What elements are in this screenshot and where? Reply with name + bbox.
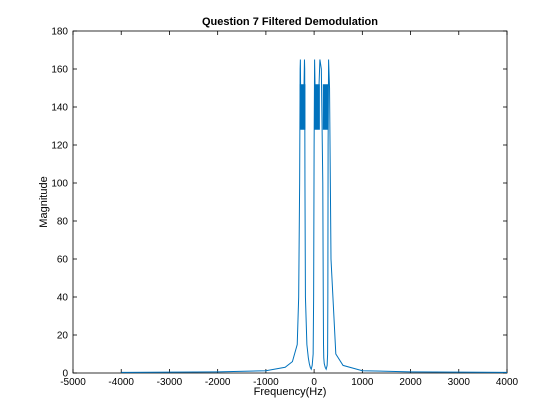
x-tick-label: -1000 — [253, 377, 279, 388]
x-tick-label: 0 — [311, 377, 317, 388]
y-tick-label: 80 — [57, 217, 69, 228]
plot-area — [72, 30, 508, 374]
y-tick-label: 160 — [51, 65, 68, 76]
x-tick-label: -5000 — [60, 377, 86, 388]
y-tick-label: 20 — [57, 331, 69, 342]
series-line — [121, 59, 508, 373]
y-tick-label: 0 — [62, 369, 68, 380]
x-tick-label: 4000 — [496, 377, 519, 388]
series-oscillation-band — [299, 84, 306, 130]
y-axis-label: Magnitude — [38, 176, 50, 227]
y-tick-label: 100 — [51, 179, 68, 190]
y-tick-label: 140 — [51, 103, 68, 114]
y-tick-label: 180 — [51, 27, 68, 38]
y-tick-label: 60 — [57, 255, 69, 266]
y-tick-label: 120 — [51, 141, 68, 152]
x-tick-label: 2000 — [399, 377, 422, 388]
x-tick-label: -3000 — [157, 377, 183, 388]
x-tick-label: -4000 — [108, 377, 134, 388]
x-tick-label: -2000 — [205, 377, 231, 388]
ticks-group: -5000 -4000 -3000 -2000 -1000 0 1000 2000 3000 40… — [51, 27, 518, 389]
x-axis-label: Frequency(Hz) — [254, 386, 327, 398]
x-tick-label: 1000 — [351, 377, 374, 388]
x-tick-label: 3000 — [448, 377, 471, 388]
series-group — [121, 59, 508, 373]
series-oscillation-band — [322, 84, 329, 130]
chart-title: Question 7 Filtered Demodulation — [202, 16, 378, 28]
series-oscillation-band — [314, 84, 320, 130]
y-tick-label: 40 — [57, 293, 69, 304]
